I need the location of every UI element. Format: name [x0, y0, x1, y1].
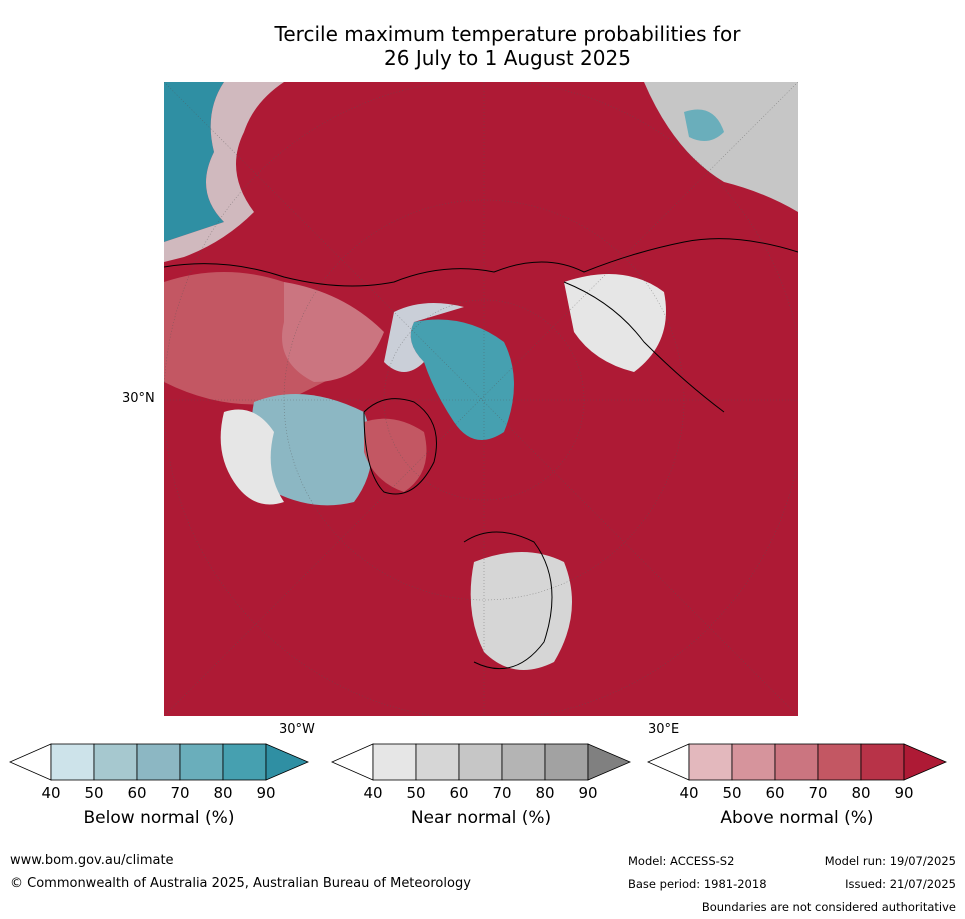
colorbar-tick-label: 40: [41, 784, 61, 802]
colorbar-extend-low: [331, 743, 374, 781]
longitude-label-30e: 30°E: [648, 722, 680, 737]
colorbar-tick-label: 90: [256, 784, 276, 802]
above-normal-patch-2: [282, 282, 384, 382]
legend-title-near: Near normal (%): [410, 808, 552, 828]
title-line-1: Tercile maximum temperature probabilitie…: [274, 22, 741, 46]
colorbar-extend-low: [647, 743, 690, 781]
colorbar-extend-high: [903, 743, 947, 781]
colorbar-segment: [860, 743, 905, 781]
colorbar-tick-label: 50: [406, 784, 426, 802]
colorbar-segment: [774, 743, 819, 781]
colorbar-near-normal: [331, 743, 631, 781]
colorbar-extend-low: [9, 743, 52, 781]
title-line-2: 26 July to 1 August 2025: [384, 46, 631, 70]
colorbar-segment: [222, 743, 267, 781]
colorbar-segment: [179, 743, 224, 781]
near-normal-region-europe: [470, 552, 572, 670]
colorbar-tick-label: 60: [765, 784, 785, 802]
near-normal-ring-arctic: [384, 303, 464, 372]
coastlines: [164, 238, 798, 670]
colorbar-segment: [688, 743, 733, 781]
colorbar-segment: [544, 743, 589, 781]
colorbar-below-normal: [9, 743, 309, 781]
colorbar-tick-label: 80: [851, 784, 871, 802]
colorbar-tick-label: 60: [127, 784, 147, 802]
colorbar-tick-label: 70: [170, 784, 190, 802]
map-title: Tercile maximum temperature probabilitie…: [160, 22, 855, 70]
colorbar-segment: [817, 743, 862, 781]
colorbar-segment: [501, 743, 546, 781]
below-normal-region-pacific: [164, 82, 224, 242]
colorbar-segment: [136, 743, 181, 781]
colorbar-segment: [458, 743, 503, 781]
colorbar-tick-label: 40: [363, 784, 383, 802]
colorbar-segment: [93, 743, 138, 781]
colorbar-tick-label: 40: [679, 784, 699, 802]
colorbar-above-normal: [647, 743, 947, 781]
colorbar-segment: [415, 743, 460, 781]
colorbar-tick-label: 90: [894, 784, 914, 802]
near-normal-region-north-america: [220, 409, 284, 505]
near-normal-region-siberia: [564, 274, 666, 372]
colorbar-segment: [372, 743, 417, 781]
colorbar-tick-label: 60: [449, 784, 469, 802]
graticule: [164, 82, 798, 716]
latitude-label-30n: 30°N: [122, 391, 155, 406]
colorbar-extend-high: [265, 743, 309, 781]
below-normal-region-north-america: [251, 394, 372, 506]
colorbar-segment: [731, 743, 776, 781]
near-normal-region-asia-north: [644, 82, 798, 212]
colorbar-tick-label: 50: [84, 784, 104, 802]
website-link[interactable]: www.bom.gov.au/climate: [10, 853, 174, 868]
model-run-text: Model run: 19/07/2025: [824, 854, 956, 868]
colorbar-tick-label: 70: [808, 784, 828, 802]
model-text: Model: ACCESS-S2: [628, 854, 735, 868]
base-period-text: Base period: 1981-2018: [628, 877, 767, 891]
longitude-label-30w: 30°W: [279, 722, 315, 737]
copyright-text: © Commonwealth of Australia 2025, Austra…: [10, 876, 471, 891]
colorbar-tick-label: 80: [535, 784, 555, 802]
colorbar-tick-label: 90: [578, 784, 598, 802]
colorbar-extend-high: [587, 743, 631, 781]
colorbar-segment: [50, 743, 95, 781]
disclaimer-text: Boundaries are not considered authoritat…: [701, 900, 956, 914]
legend-title-above: Above normal (%): [720, 808, 874, 828]
legend-title-below: Below normal (%): [83, 808, 235, 828]
below-normal-region-arctic: [410, 319, 514, 440]
colorbar-tick-label: 50: [722, 784, 742, 802]
issued-text: Issued: 21/07/2025: [845, 877, 956, 891]
colorbar-tick-label: 80: [213, 784, 233, 802]
below-normal-patch-asia: [684, 109, 724, 141]
colorbar-tick-label: 70: [492, 784, 512, 802]
polar-probability-map: [164, 82, 798, 716]
near-normal-band-pacific: [164, 82, 284, 262]
above-normal-region-greenland: [364, 418, 427, 492]
